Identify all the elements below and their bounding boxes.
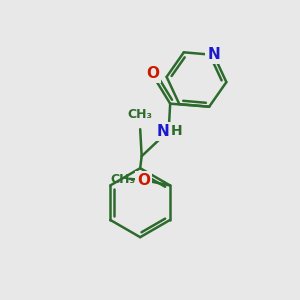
Text: O: O <box>147 66 160 81</box>
Text: CH₃: CH₃ <box>128 108 153 121</box>
Text: H: H <box>170 124 182 138</box>
Text: N: N <box>157 124 170 139</box>
Text: CH₃: CH₃ <box>111 173 136 186</box>
Text: O: O <box>137 172 150 188</box>
Text: N: N <box>207 47 220 62</box>
